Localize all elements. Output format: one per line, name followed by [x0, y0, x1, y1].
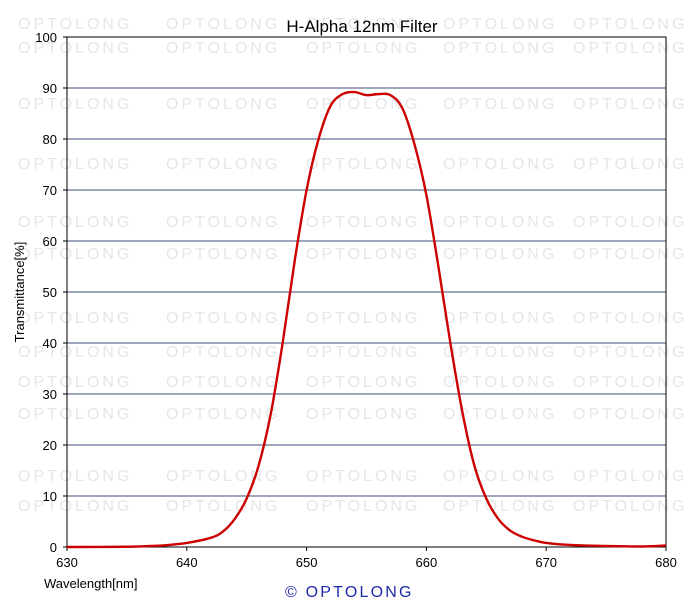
chart-title: H-Alpha 12nm Filter — [286, 17, 438, 36]
watermark-text: OPTOLONG — [306, 16, 420, 33]
watermark-text: OPTOLONG — [573, 344, 687, 361]
watermark-text: OPTOLONG — [306, 498, 420, 515]
watermark-text: OPTOLONG — [166, 498, 280, 515]
x-tick-label: 670 — [535, 555, 557, 570]
watermark-text: OPTOLONG — [573, 246, 687, 263]
watermark-text: OPTOLONG — [573, 214, 687, 231]
watermark-text: OPTOLONG — [18, 16, 132, 33]
x-tick-label: 640 — [176, 555, 198, 570]
transmittance-curve — [66, 90, 667, 549]
watermark-text: OPTOLONG — [443, 156, 557, 173]
watermark-text: OPTOLONG — [18, 214, 132, 231]
watermark-text: OPTOLONG — [306, 40, 420, 57]
watermark-text: OPTOLONG — [573, 96, 687, 113]
watermark-text: OPTOLONG — [166, 40, 280, 57]
watermark-text: OPTOLONG — [573, 16, 687, 33]
watermark-text: OPTOLONG — [573, 406, 687, 423]
y-tick-label: 90 — [43, 81, 57, 96]
y-tick-label: 70 — [43, 183, 57, 198]
watermark-text: OPTOLONG — [166, 406, 280, 423]
y-tick-label: 30 — [43, 387, 57, 402]
y-tick-label: 20 — [43, 438, 57, 453]
y-tick-label: 40 — [43, 336, 57, 351]
x-tick-label: 650 — [296, 555, 318, 570]
watermark-text: OPTOLONG — [166, 310, 280, 327]
watermark-text: OPTOLONG — [306, 310, 420, 327]
watermark-text: OPTOLONG — [18, 498, 132, 515]
y-tick-label: 80 — [43, 132, 57, 147]
tick-labels: 0 10 20 30 40 50 60 70 80 90 100 630 640 650 660 670 680 — [35, 30, 677, 570]
watermark-layer: OPTOLONG OPTOLONG OPTOLONG OPTOLONG OPTOLONG… — [18, 16, 687, 515]
watermark-text: OPTOLONG — [166, 96, 280, 113]
watermark-text: OPTOLONG — [18, 374, 132, 391]
watermark-text: OPTOLONG — [18, 310, 132, 327]
watermark-text: OPTOLONG — [443, 310, 557, 327]
y-tick-label: 0 — [50, 540, 57, 555]
series-layer — [66, 90, 667, 549]
gridlines — [67, 87, 666, 497]
watermark-text: OPTOLONG — [573, 468, 687, 485]
watermark-text: OPTOLONG — [443, 374, 557, 391]
watermark-text: OPTOLONG — [18, 246, 132, 263]
watermark-text: OPTOLONG — [306, 214, 420, 231]
watermark-text: OPTOLONG — [166, 214, 280, 231]
watermark-text: OPTOLONG — [18, 40, 132, 57]
watermark-text: OPTOLONG — [573, 374, 687, 391]
watermark-text: OPTOLONG — [306, 156, 420, 173]
watermark-text: OPTOLONG — [306, 246, 420, 263]
x-axis-label: Wavelength[nm] — [44, 576, 137, 591]
watermark-text: OPTOLONG — [18, 344, 132, 361]
watermark-text: OPTOLONG — [306, 374, 420, 391]
watermark-text: OPTOLONG — [306, 344, 420, 361]
watermark-text: OPTOLONG — [443, 468, 557, 485]
copyright-notice: © OPTOLONG — [285, 584, 414, 600]
y-tick-label: 60 — [43, 234, 57, 249]
watermark-text: OPTOLONG — [166, 246, 280, 263]
watermark-text: OPTOLONG — [18, 406, 132, 423]
watermark-text: OPTOLONG — [573, 498, 687, 515]
watermark-text: OPTOLONG — [443, 344, 557, 361]
watermark-text: OPTOLONG — [573, 40, 687, 57]
watermark-text: OPTOLONG — [443, 96, 557, 113]
x-tick-label: 630 — [56, 555, 78, 570]
watermark-text: OPTOLONG — [18, 156, 132, 173]
y-tick-label: 50 — [43, 285, 57, 300]
watermark-text: OPTOLONG — [18, 96, 132, 113]
watermark-text: OPTOLONG — [18, 468, 132, 485]
watermark-text: OPTOLONG — [166, 344, 280, 361]
x-tick-label: 660 — [416, 555, 438, 570]
x-tick-label: 680 — [655, 555, 677, 570]
watermark-text: OPTOLONG — [443, 214, 557, 231]
watermark-text: OPTOLONG — [443, 406, 557, 423]
watermark-text: OPTOLONG — [306, 468, 420, 485]
watermark-text: OPTOLONG — [443, 498, 557, 515]
watermark-text: OPTOLONG — [573, 310, 687, 327]
watermark-text: OPTOLONG — [306, 406, 420, 423]
y-tick-label: 10 — [43, 489, 57, 504]
y-tick-label: 100 — [35, 30, 57, 45]
watermark-text: OPTOLONG — [166, 374, 280, 391]
watermark-text: OPTOLONG — [443, 16, 557, 33]
watermark-text: OPTOLONG — [443, 40, 557, 57]
watermark-text: OPTOLONG — [573, 156, 687, 173]
watermark-text: OPTOLONG — [443, 246, 557, 263]
y-axis-label: Transmittance[%] — [12, 242, 27, 343]
watermark-text: OPTOLONG — [166, 16, 280, 33]
watermark-text: OPTOLONG — [166, 468, 280, 485]
watermark-text: OPTOLONG — [166, 156, 280, 173]
